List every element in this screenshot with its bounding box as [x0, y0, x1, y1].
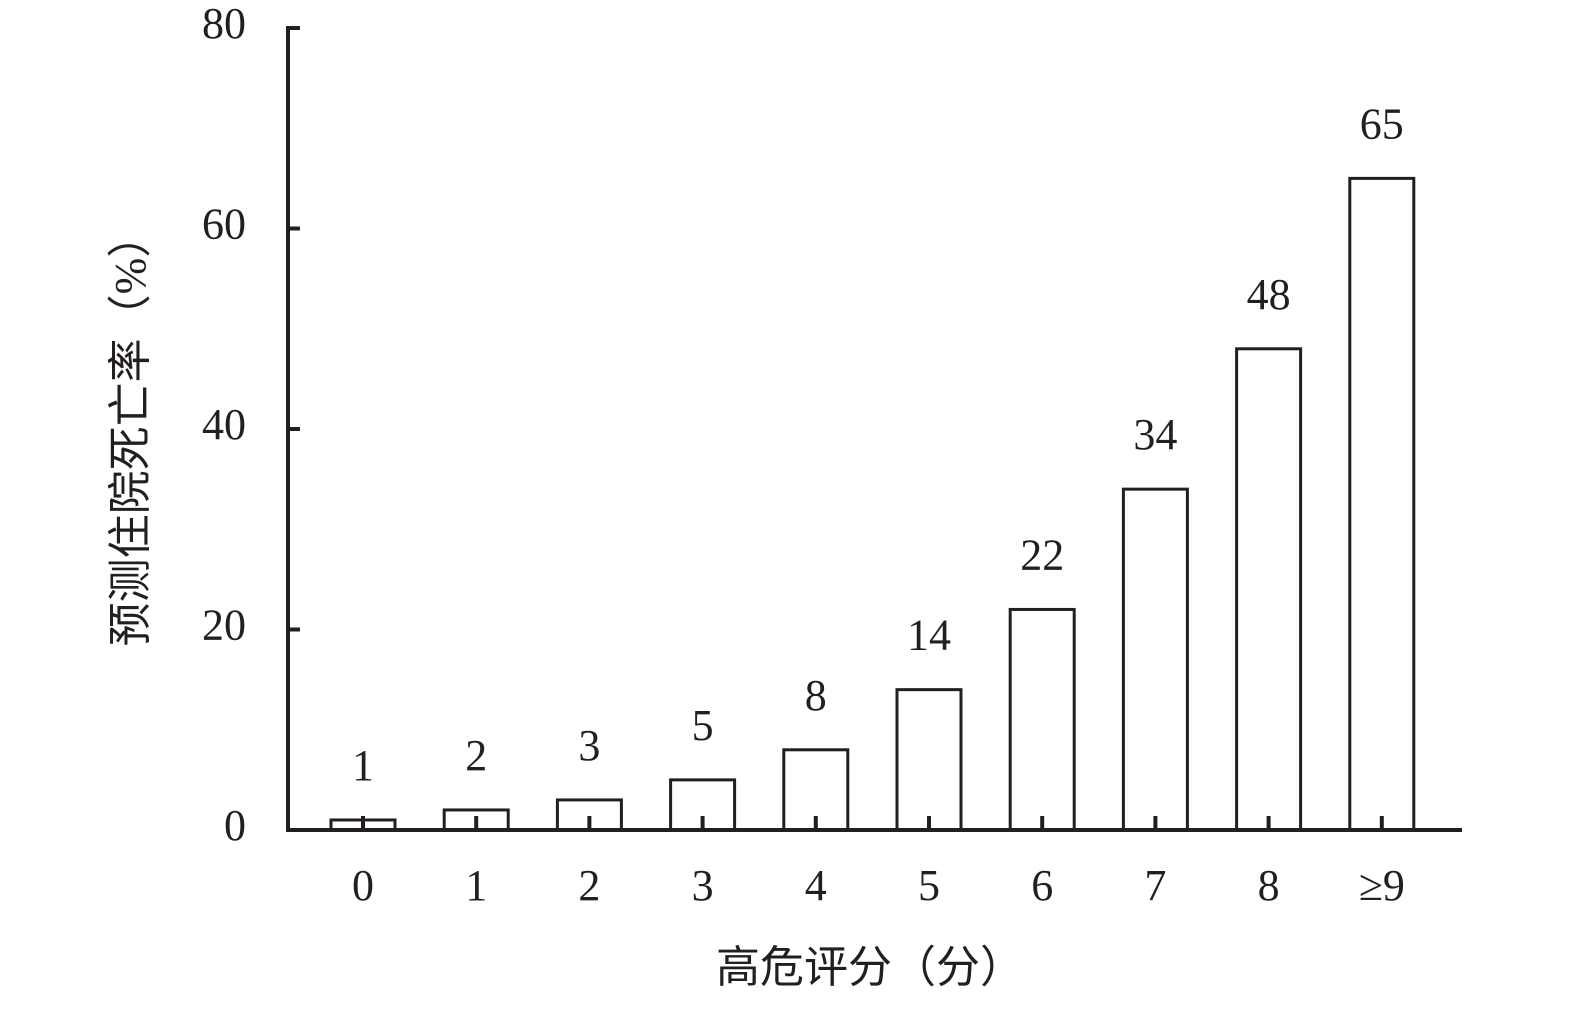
data-label: 65 [1360, 99, 1404, 148]
data-label: 14 [907, 611, 951, 660]
y-axis-title: 预测住院死亡率（%） [106, 214, 155, 647]
x-tick-label: 0 [352, 861, 374, 910]
x-tick-label: 7 [1144, 861, 1166, 910]
data-label: 1 [352, 741, 374, 790]
x-tick-label: 4 [805, 861, 827, 910]
data-label: 5 [692, 701, 714, 750]
x-tick-label: 1 [465, 861, 487, 910]
bar [895, 688, 963, 832]
bar [1008, 607, 1076, 832]
x-tick-label: 6 [1031, 861, 1053, 910]
x-tick-label: 5 [918, 861, 940, 910]
bar [1348, 176, 1416, 832]
bar [1235, 347, 1303, 832]
data-label: 22 [1020, 531, 1064, 580]
data-label: 48 [1247, 270, 1291, 319]
x-tick-label: ≥9 [1359, 861, 1405, 910]
y-tick-label: 60 [202, 200, 246, 249]
y-tick-label: 40 [202, 400, 246, 449]
data-label: 3 [578, 721, 600, 770]
x-axis-title: 高危评分（分） [716, 943, 1024, 992]
data-label: 34 [1133, 410, 1177, 459]
data-label: 2 [465, 731, 487, 780]
x-tick-label: 2 [578, 861, 600, 910]
y-tick-label: 20 [202, 601, 246, 650]
x-tick-label: 8 [1258, 861, 1280, 910]
bar [1121, 487, 1189, 832]
y-tick-label: 0 [224, 801, 246, 850]
y-tick-label: 80 [202, 0, 246, 48]
x-tick-label: 3 [692, 861, 714, 910]
data-label: 8 [805, 671, 827, 720]
